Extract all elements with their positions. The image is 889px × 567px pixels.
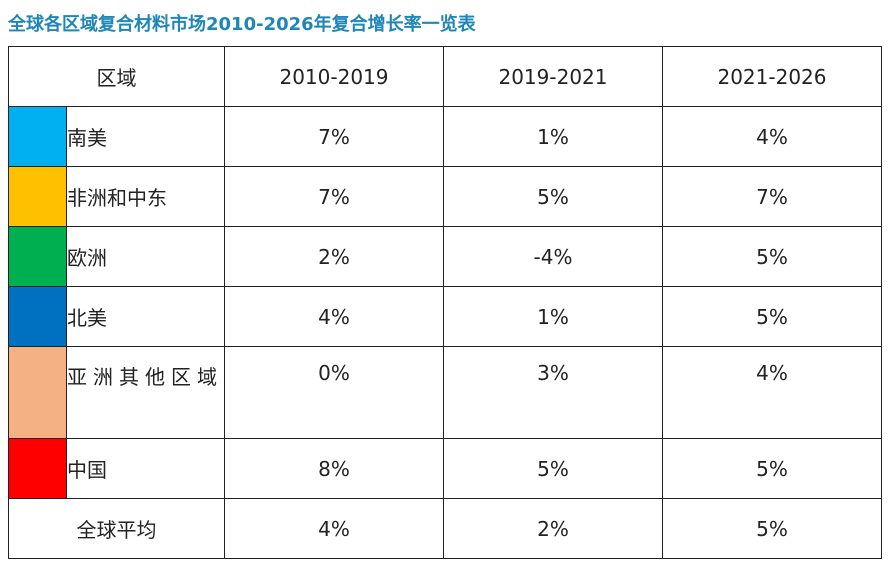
growth-value-cell: 7% <box>662 166 882 227</box>
growth-value-cell: 5% <box>443 166 663 227</box>
growth-value-cell: 7% <box>224 166 444 227</box>
growth-value-cell: 5% <box>662 438 882 499</box>
growth-value-cell: -4% <box>443 226 663 287</box>
region-label: 欧洲 <box>66 226 225 287</box>
average-value-cell: 5% <box>662 498 882 559</box>
region-color-swatch <box>8 346 67 439</box>
region-color-swatch <box>8 438 67 499</box>
region-color-swatch <box>8 106 67 167</box>
table-row-global-average: 全球平均 4% 2% 5% <box>8 498 882 559</box>
growth-value-cell: 2% <box>224 226 444 287</box>
growth-value-cell: 4% <box>662 106 882 167</box>
table-row-rest-of-asia: 亚洲其他区域 0% 3% 4% <box>8 346 882 439</box>
region-label: 中国 <box>66 438 225 499</box>
average-value-cell: 4% <box>224 498 444 559</box>
growth-value-cell: 0% <box>224 346 444 439</box>
region-label: 南美 <box>66 106 225 167</box>
cagr-table: 区域 2010-2019 2019-2021 2021-2026 南美 7% 1… <box>8 46 882 559</box>
table-row-south-america: 南美 7% 1% 4% <box>8 106 882 167</box>
growth-value-cell: 7% <box>224 106 444 167</box>
period-column-header: 2010-2019 <box>224 46 444 107</box>
region-column-header: 区域 <box>8 46 225 107</box>
growth-value-cell: 4% <box>662 346 882 439</box>
region-color-swatch <box>8 166 67 227</box>
average-label: 全球平均 <box>8 498 225 559</box>
growth-value-cell: 5% <box>662 286 882 347</box>
table-row-china: 中国 8% 5% 5% <box>8 438 882 499</box>
region-label: 北美 <box>66 286 225 347</box>
growth-value-cell: 5% <box>662 226 882 287</box>
period-column-header: 2021-2026 <box>662 46 882 107</box>
growth-value-cell: 1% <box>443 286 663 347</box>
period-column-header: 2019-2021 <box>443 46 663 107</box>
table-row-europe: 欧洲 2% -4% 5% <box>8 226 882 287</box>
region-label: 非洲和中东 <box>66 166 225 227</box>
table-row-north-america: 北美 4% 1% 5% <box>8 286 882 347</box>
region-color-swatch <box>8 286 67 347</box>
growth-value-cell: 1% <box>443 106 663 167</box>
average-value-cell: 2% <box>443 498 663 559</box>
growth-value-cell: 8% <box>224 438 444 499</box>
table-title: 全球各区域复合材料市场2010-2026年复合增长率一览表 <box>8 14 476 35</box>
growth-value-cell: 5% <box>443 438 663 499</box>
growth-value-cell: 3% <box>443 346 663 439</box>
growth-value-cell: 4% <box>224 286 444 347</box>
header-row: 区域 2010-2019 2019-2021 2021-2026 <box>8 46 882 107</box>
region-label: 亚洲其他区域 <box>66 346 225 439</box>
table-row-africa-middle-east: 非洲和中东 7% 5% 7% <box>8 166 882 227</box>
region-color-swatch <box>8 226 67 287</box>
